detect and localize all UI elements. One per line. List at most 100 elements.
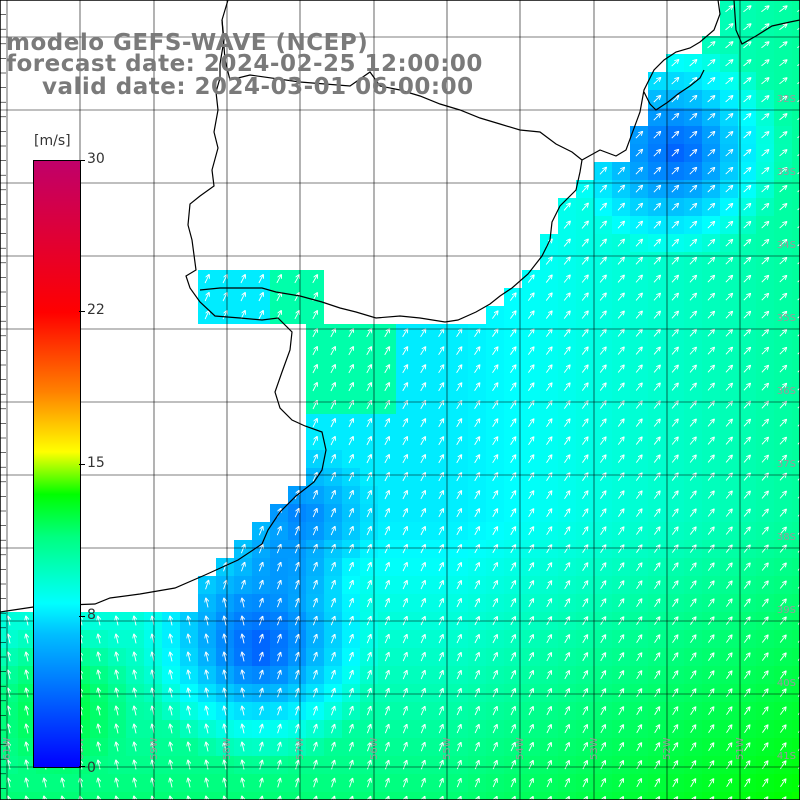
latitude-label: 33S — [777, 167, 796, 178]
wind-speed-cell — [54, 792, 72, 800]
wind-speed-cell — [792, 720, 800, 738]
wind-speed-cell — [774, 792, 792, 800]
wind-speed-cell — [360, 792, 378, 800]
wind-speed-cell — [198, 792, 216, 800]
wind-speed-cell — [252, 792, 270, 800]
wind-speed-cell — [792, 504, 800, 522]
wind-speed-cell — [792, 162, 800, 180]
colorbar-tick-30: 30 — [87, 151, 105, 167]
wind-speed-cell — [792, 306, 800, 324]
wind-speed-cell — [792, 0, 800, 18]
wind-speed-cell — [558, 792, 576, 800]
wind-speed-cell — [540, 792, 558, 800]
wind-speed-cell — [792, 774, 800, 792]
longitude-label: 57W — [295, 737, 306, 760]
wind-speed-cell — [216, 792, 234, 800]
latitude-label: 38S — [777, 532, 796, 543]
wind-speed-cell — [792, 90, 800, 108]
wind-speed-cell — [450, 792, 468, 800]
wind-speed-cell — [792, 540, 800, 558]
longitude-label: 56W — [369, 737, 380, 760]
wind-speed-cell — [792, 234, 800, 252]
wind-speed-cell — [792, 450, 800, 468]
wind-speed-cell — [378, 792, 396, 800]
wind-speed-cell — [792, 126, 800, 144]
wind-speed-cell — [792, 252, 800, 270]
wind-speed-cell — [342, 792, 360, 800]
colorbar-tick-0: 0 — [87, 760, 96, 776]
wind-speed-cell — [18, 792, 36, 800]
wind-speed-cell — [792, 288, 800, 306]
wind-speed-cell — [504, 792, 522, 800]
colorbar-tick-22: 22 — [87, 302, 105, 318]
wind-speed-cell — [792, 522, 800, 540]
wind-speed-cell — [792, 270, 800, 288]
wind-speed-cell — [234, 792, 252, 800]
wind-speed-cell — [792, 198, 800, 216]
longitude-label: 51W — [735, 737, 746, 760]
colorbar-tick-mark — [79, 616, 85, 617]
wind-speed-cell — [126, 792, 144, 800]
longitude-label: 54W — [515, 737, 526, 760]
wind-speed-cell — [108, 792, 126, 800]
longitude-label: 61W — [2, 737, 13, 760]
wind-speed-cell — [0, 792, 18, 800]
wind-speed-cell — [792, 414, 800, 432]
wind-speed-cell — [180, 792, 198, 800]
colorbar-tick-8: 8 — [87, 607, 96, 623]
wind-speed-cell — [576, 792, 594, 800]
latitude-label: 39S — [777, 605, 796, 616]
wind-speed-cell — [792, 648, 800, 666]
wind-speed-cell — [792, 576, 800, 594]
wind-speed-cell — [324, 792, 342, 800]
wind-speed-cell — [792, 180, 800, 198]
wind-speed-cell — [792, 666, 800, 684]
wind-speed-cell — [666, 792, 684, 800]
wind-speed-cell — [792, 792, 800, 800]
colorbar-tick-mark — [79, 766, 85, 767]
wind-speed-cell — [144, 792, 162, 800]
wind-speed-cell — [72, 792, 90, 800]
latitude-label: 37S — [777, 459, 796, 470]
wind-speed-cell — [648, 792, 666, 800]
wind-speed-cell — [288, 792, 306, 800]
wind-speed-cell — [792, 36, 800, 54]
wind-speed-cell — [306, 792, 324, 800]
longitude-label: 55W — [442, 737, 453, 760]
wind-speed-cell — [720, 792, 738, 800]
wind-speed-cell — [270, 792, 288, 800]
colorbar — [33, 160, 81, 768]
wind-speed-cell — [792, 432, 800, 450]
wind-speed-cell — [792, 468, 800, 486]
wind-speed-cell — [792, 72, 800, 90]
longitude-label: 52W — [662, 737, 673, 760]
wind-speed-cell — [792, 396, 800, 414]
forecast-date: forecast date: 2024-02-25 12:00:00 — [6, 51, 483, 77]
wind-speed-cell — [792, 18, 800, 36]
wind-speed-cell — [792, 558, 800, 576]
wind-speed-cell — [756, 792, 774, 800]
longitude-label: 59W — [149, 737, 160, 760]
wind-speed-cell — [468, 792, 486, 800]
wind-speed-cell — [792, 486, 800, 504]
wind-speed-cell — [486, 792, 504, 800]
valid-date: valid date: 2024-03-01 06:00:00 — [42, 74, 474, 100]
wind-speed-cell — [162, 792, 180, 800]
colorbar-tick-mark — [79, 311, 85, 312]
wind-speed-cell — [36, 792, 54, 800]
wind-speed-cell — [414, 792, 432, 800]
latitude-label: 32S — [777, 94, 796, 105]
latitude-label: 34S — [777, 240, 796, 251]
latitude-label: 40S — [777, 678, 796, 689]
wind-speed-cell — [90, 792, 108, 800]
longitude-label: 53W — [589, 737, 600, 760]
wind-speed-cell — [792, 324, 800, 342]
wind-speed-cell — [792, 144, 800, 162]
wind-speed-cell — [612, 792, 630, 800]
wind-speed-cell — [792, 360, 800, 378]
colorbar-tick-mark — [79, 464, 85, 465]
wind-speed-cell — [792, 630, 800, 648]
colorbar-tick-mark — [79, 160, 85, 161]
